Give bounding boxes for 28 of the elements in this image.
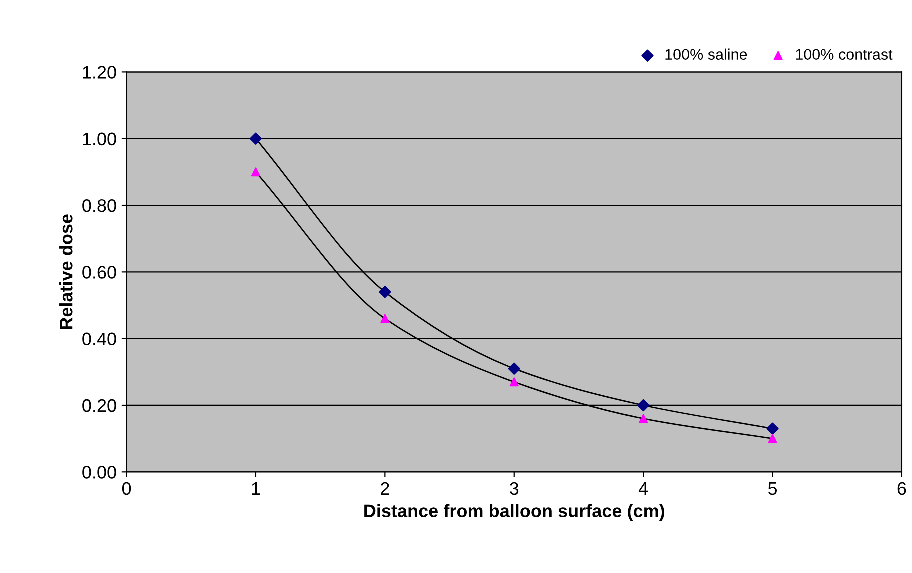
- legend-label: 100% contrast: [796, 49, 893, 60]
- point: [637, 399, 650, 412]
- point: [508, 362, 520, 375]
- y-tick-label: 0.80: [82, 199, 116, 212]
- x-tick-label: 6: [898, 482, 906, 496]
- x-tick-label: 2: [381, 482, 390, 495]
- y-tick-label: 0.40: [82, 332, 116, 346]
- point: [639, 414, 648, 424]
- x-tick-label: 1: [252, 482, 260, 495]
- point: [379, 286, 392, 298]
- x-tick-label: 0: [122, 482, 132, 496]
- x-tick-label: 3: [510, 482, 519, 496]
- point: [768, 434, 778, 444]
- x-tick-label: 5: [768, 482, 778, 496]
- x-axis-title: Distance from balloon surface (cm): [364, 504, 664, 522]
- point: [251, 168, 260, 177]
- y-tick-label: 1.00: [83, 132, 116, 146]
- x-tick-label: 4: [638, 482, 648, 495]
- y-tick-label: 0.00: [82, 466, 116, 479]
- point: [380, 314, 390, 324]
- y-tick-label: 0.60: [82, 266, 116, 279]
- y-axis-title: Relative dose: [60, 214, 73, 330]
- point: [766, 422, 779, 435]
- point: [510, 378, 519, 387]
- y-tick-label: 1.20: [83, 66, 116, 79]
- legend-label: 100% saline: [666, 48, 748, 60]
- y-tick-label: 0.20: [82, 399, 116, 412]
- point: [250, 132, 262, 145]
